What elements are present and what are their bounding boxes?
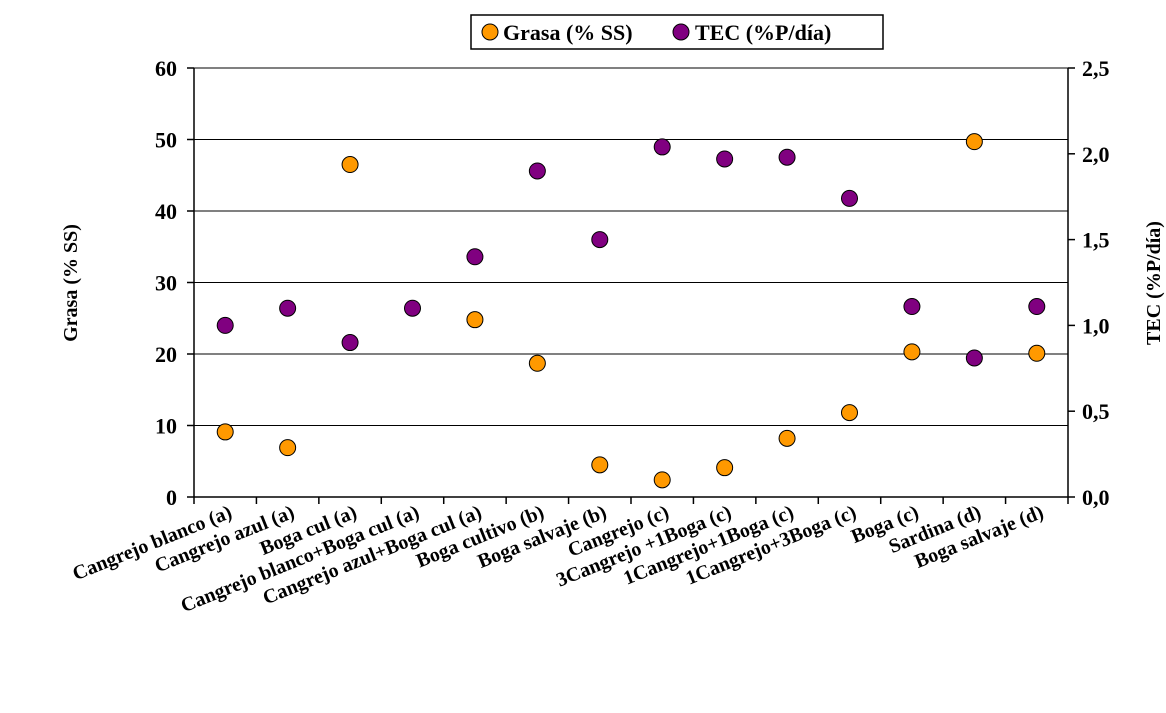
data-points [216,133,1046,489]
grasa-point [653,471,671,489]
tec-point [591,231,609,249]
grasa-point [716,459,734,477]
y-tick-label: 40 [155,199,177,224]
legend-label-grasa: Grasa (% SS) [503,20,633,45]
grasa-point [341,156,359,174]
tec-point [279,299,297,317]
tec-point [653,138,671,156]
tec-point [965,349,983,367]
grasa-point [841,404,858,422]
y-tick-label: 30 [155,271,177,296]
y-tick-label: 50 [155,128,177,153]
grasa-point [466,311,484,329]
left-axis-ticks: 0 10 20 30 40 50 60 [155,56,194,510]
tec-point [716,150,734,168]
axes [193,68,1069,504]
grasa-point [279,439,297,457]
grasa-point [778,429,796,447]
tec-point [341,334,359,352]
grasa-point [216,423,234,441]
tec-point [528,162,546,180]
tec-point [778,148,796,166]
grasa-point [591,456,609,474]
y-tick-label: 20 [155,342,177,367]
right-axis-ticks: 0,0 0,5 1,0 1,5 2,0 2,5 [1068,56,1110,510]
legend: Grasa (% SS) TEC (%P/día) [470,14,884,50]
category-labels: Cangrejo blanco (a)Cangrejo azul (a)Boga… [70,501,1047,617]
y2-tick-label: 2,5 [1082,56,1110,81]
tec-point [903,298,921,316]
y2-tick-label: 1,5 [1082,228,1110,253]
y-tick-label: 0 [166,485,177,510]
tec-point [466,248,484,266]
y-tick-label: 60 [155,56,177,81]
tec-point [216,316,234,334]
legend-label-tec: TEC (%P/día) [695,20,831,45]
tec-point [841,189,858,207]
y2-tick-label: 2,0 [1082,142,1110,167]
grasa-point [1028,344,1046,362]
y2-tick-label: 0,5 [1082,399,1110,424]
grasa-point [903,343,921,361]
y2-tick-label: 1,0 [1082,313,1110,338]
y2-axis-title: TEC (%P/día) [1143,221,1165,345]
y-axis-title: Grasa (% SS) [60,224,82,342]
legend-marker-grasa [481,23,499,41]
y-tick-label: 10 [155,414,177,439]
grasa-point [965,133,983,151]
grasa-point [528,354,546,372]
gridlines [194,67,1068,426]
tec-point [1028,298,1046,316]
legend-marker-tec [672,23,690,41]
tec-point [404,299,421,317]
y2-tick-label: 0,0 [1082,485,1110,510]
